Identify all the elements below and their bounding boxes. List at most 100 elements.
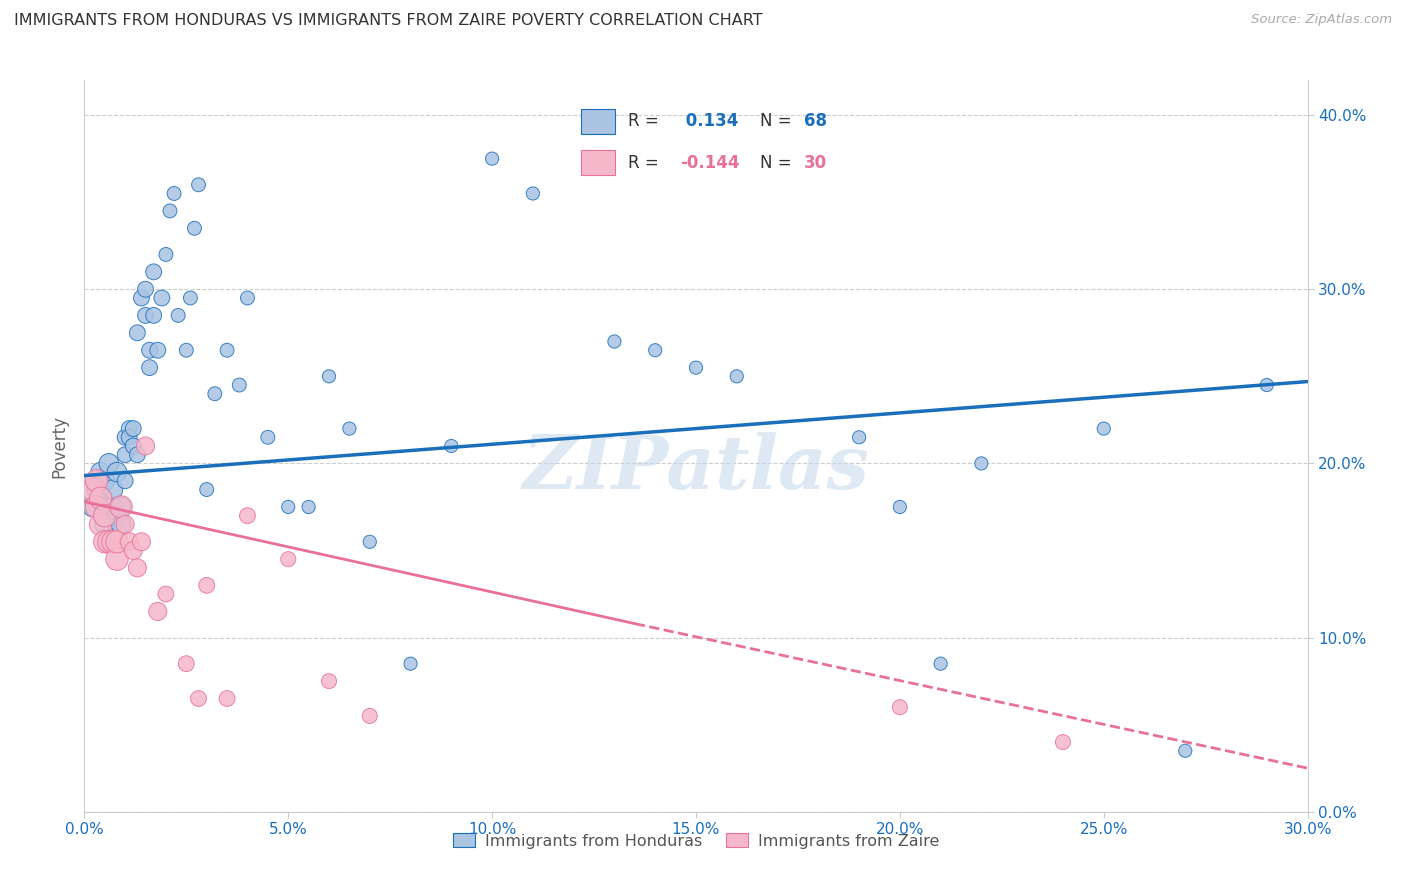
Point [142, 265, 165, 279]
Point [105, 526, 128, 541]
Point [138, 360, 160, 375]
Point [90, 517, 112, 532]
Point [93, 508, 115, 523]
Point [131, 291, 153, 305]
Point [522, 186, 544, 201]
Point [167, 309, 190, 323]
Point [105, 534, 128, 549]
Point [101, 534, 124, 549]
Point [127, 561, 149, 575]
Point [163, 186, 186, 201]
Point [101, 483, 124, 497]
Point [82, 500, 104, 514]
Point [603, 334, 626, 349]
Text: ZIPatlas: ZIPatlas [523, 432, 869, 504]
Point [277, 500, 299, 514]
Point [481, 152, 503, 166]
Point [97, 534, 120, 549]
Point [174, 657, 197, 671]
Point [127, 326, 149, 340]
Point [1092, 421, 1115, 435]
Point [135, 309, 157, 323]
Y-axis label: Poverty: Poverty [51, 415, 69, 477]
Point [725, 369, 748, 384]
Point [155, 587, 177, 601]
Point [135, 282, 157, 296]
Point [86, 483, 108, 497]
Point [179, 291, 201, 305]
Point [105, 508, 128, 523]
Text: Source: ZipAtlas.com: Source: ZipAtlas.com [1251, 13, 1392, 27]
Point [142, 309, 165, 323]
Point [257, 430, 280, 444]
Point [93, 474, 115, 488]
Point [155, 247, 177, 261]
Point [187, 691, 209, 706]
Point [1256, 378, 1278, 392]
Point [195, 483, 218, 497]
Point [114, 430, 136, 444]
Point [277, 552, 299, 566]
Point [929, 657, 952, 671]
Point [146, 343, 169, 358]
Point [159, 203, 181, 218]
Point [110, 500, 132, 514]
Point [118, 534, 141, 549]
Point [86, 500, 108, 514]
Legend: Immigrants from Honduras, Immigrants from Zaire: Immigrants from Honduras, Immigrants fro… [446, 827, 946, 855]
Point [90, 465, 112, 479]
Point [114, 517, 136, 532]
Point [848, 430, 870, 444]
Point [685, 360, 707, 375]
Point [93, 517, 115, 532]
Point [889, 500, 911, 514]
Point [101, 500, 124, 514]
Point [86, 474, 108, 488]
Point [150, 291, 173, 305]
Point [174, 343, 197, 358]
Point [93, 534, 115, 549]
Point [97, 500, 120, 514]
Point [127, 448, 149, 462]
Point [110, 517, 132, 532]
Point [236, 508, 259, 523]
Point [399, 657, 422, 671]
Point [131, 534, 153, 549]
Point [146, 604, 169, 618]
Point [97, 457, 120, 471]
Point [105, 552, 128, 566]
Point [228, 378, 250, 392]
Point [644, 343, 666, 358]
Point [217, 691, 239, 706]
Point [183, 221, 205, 235]
Point [122, 543, 145, 558]
Point [318, 369, 340, 384]
Point [114, 474, 136, 488]
Point [970, 457, 993, 471]
Point [114, 448, 136, 462]
Point [118, 430, 141, 444]
Point [122, 439, 145, 453]
Point [1052, 735, 1074, 749]
Point [82, 483, 104, 497]
Point [187, 178, 209, 192]
Point [889, 700, 911, 714]
Point [90, 491, 112, 506]
Point [195, 578, 218, 592]
Point [105, 465, 128, 479]
Point [339, 421, 361, 435]
Text: IMMIGRANTS FROM HONDURAS VS IMMIGRANTS FROM ZAIRE POVERTY CORRELATION CHART: IMMIGRANTS FROM HONDURAS VS IMMIGRANTS F… [14, 13, 762, 29]
Point [1174, 744, 1197, 758]
Point [110, 500, 132, 514]
Point [90, 491, 112, 506]
Point [440, 439, 463, 453]
Point [93, 508, 115, 523]
Point [359, 534, 381, 549]
Point [318, 674, 340, 689]
Point [298, 500, 321, 514]
Point [138, 343, 160, 358]
Point [204, 386, 226, 401]
Point [236, 291, 259, 305]
Point [359, 709, 381, 723]
Point [118, 421, 141, 435]
